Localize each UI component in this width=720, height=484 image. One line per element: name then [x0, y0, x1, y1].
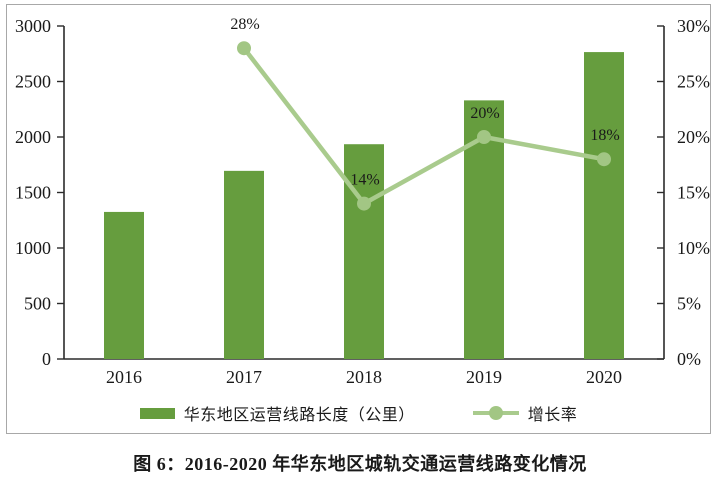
x-axis-label-2019: 2019 — [466, 367, 502, 387]
chart-legend: 华东地区运营线路长度（公里） 增长率 — [7, 401, 710, 425]
line-series-swatch-icon — [472, 406, 519, 420]
chart-frame: 0 500 1000 1500 2000 2500 3000 0% 5% 10% 15% 20% 25%… — [6, 4, 711, 434]
x-axis-label-2020: 2020 — [586, 367, 622, 387]
legend-label-bar-series: 华东地区运营线路长度（公里） — [183, 407, 415, 424]
growth-rate-label-2018: 14% — [350, 172, 379, 189]
legend-item-line-series: 增长率 — [472, 401, 578, 425]
growth-rate-marker-2018 — [357, 196, 371, 211]
left-axis-tick-label: 1500 — [15, 183, 51, 203]
growth-rate-label-2019: 20% — [470, 105, 499, 122]
right-axis-tick-label: 15% — [677, 183, 710, 203]
growth-rate-marker-2017 — [237, 41, 251, 56]
growth-rate-line — [242, 46, 605, 206]
x-axis-label-2016: 2016 — [106, 367, 142, 387]
x-axis-label-2018: 2018 — [346, 367, 382, 387]
left-axis-tick-label: 1000 — [15, 238, 51, 258]
right-axis-tick-label: 0% — [677, 349, 701, 369]
right-axis-tick-label: 10% — [677, 238, 710, 258]
figure-caption: 图 6：2016-2020 年华东地区城轨交通运营线路变化情况 — [133, 454, 587, 474]
right-axis-tick-label: 5% — [677, 294, 701, 314]
growth-rate-label-2020: 18% — [590, 127, 619, 144]
growth-rate-marker-2020 — [597, 152, 611, 167]
left-axis-tick-label: 2500 — [15, 72, 51, 92]
bar-series-swatch-icon — [139, 407, 175, 419]
x-axis-label-2017: 2017 — [226, 367, 262, 387]
growth-rate-label-2017: 28% — [230, 16, 259, 33]
legend-label-line-series: 增长率 — [527, 407, 578, 424]
right-axis-tick-label: 20% — [677, 127, 710, 147]
combo-chart-plot: 0 500 1000 1500 2000 2500 3000 0% 5% 10% 15% 20% 25%… — [15, 16, 710, 387]
legend-item-bar-series: 华东地区运营线路长度（公里） — [139, 401, 415, 425]
left-axis-tick-label: 500 — [24, 294, 51, 314]
left-axis-tick-label: 2000 — [15, 127, 51, 147]
bar-2016 — [104, 211, 144, 359]
bar-2020 — [584, 52, 624, 360]
growth-rate-marker-2019 — [477, 130, 491, 144]
bar-2018 — [344, 144, 384, 359]
left-axis-tick-label: 0 — [42, 349, 51, 369]
left-axis-tick-label: 3000 — [15, 16, 51, 36]
right-axis-tick-label: 25% — [677, 72, 710, 92]
right-axis-tick-label: 30% — [677, 16, 710, 36]
bar-2017 — [224, 170, 264, 359]
